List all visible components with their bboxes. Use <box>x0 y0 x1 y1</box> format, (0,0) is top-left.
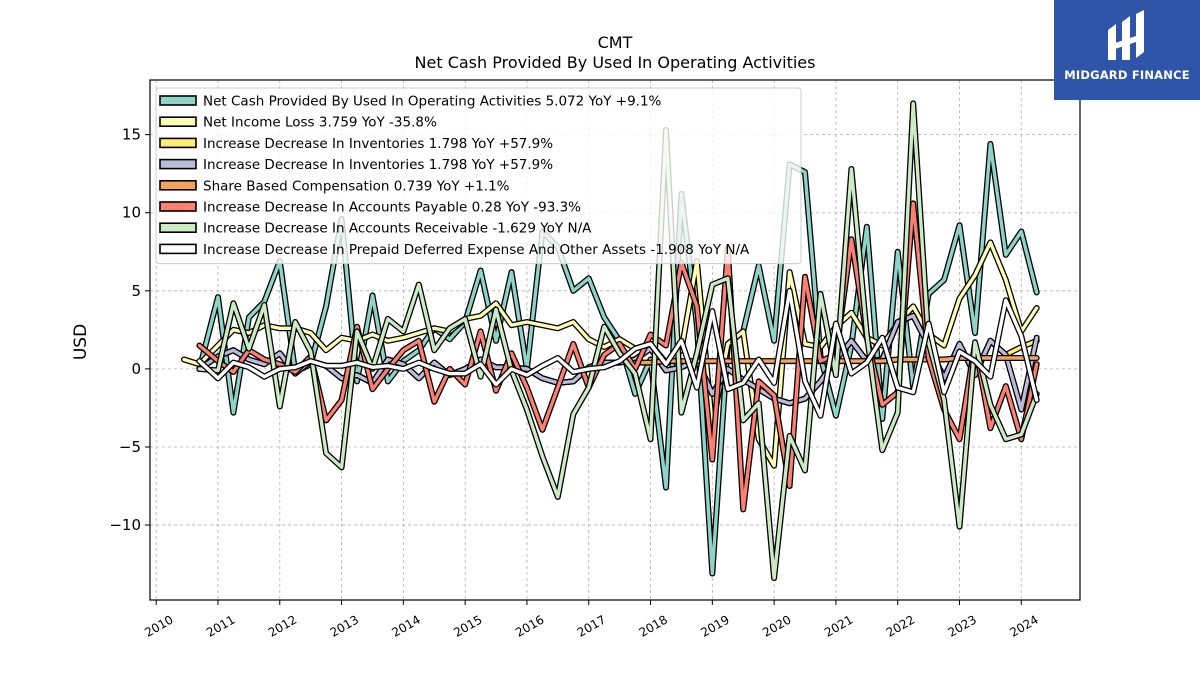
x-tick-label: 2013 <box>328 612 361 639</box>
y-tick-label: −5 <box>119 438 141 456</box>
legend-swatch <box>159 137 197 149</box>
brand-logo: MIDGARD FINANCE <box>1054 0 1200 100</box>
legend-swatch <box>159 222 197 233</box>
chart-title: CMT <box>598 33 633 52</box>
x-tick-label: 2019 <box>698 612 731 639</box>
legend-swatch <box>159 180 197 191</box>
x-tick-label: 2015 <box>451 612 484 639</box>
x-tick-label: 2014 <box>389 612 422 639</box>
legend-label: Increase Decrease In Prepaid Deferred Ex… <box>203 242 750 258</box>
x-tick-label: 2023 <box>946 612 979 639</box>
y-tick-label: 15 <box>122 126 141 144</box>
legend-swatch <box>159 201 197 212</box>
legend-label: Net Income Loss 3.759 YoY -35.8% <box>203 115 437 131</box>
y-axis-label: USD <box>71 324 91 360</box>
series-line <box>197 289 1039 418</box>
x-tick-label: 2010 <box>142 612 175 639</box>
legend-label: Increase Decrease In Inventories 1.798 Y… <box>203 157 553 173</box>
legend-box <box>155 87 802 265</box>
legend-swatch <box>159 116 197 127</box>
legend-label: Increase Decrease In Accounts Payable 0.… <box>203 200 581 216</box>
legend-swatch <box>159 95 197 106</box>
x-tick-label: 2012 <box>266 612 299 639</box>
series-line <box>197 101 1039 580</box>
x-tick-label: 2016 <box>513 612 546 639</box>
x-tick-label: 2020 <box>760 612 793 639</box>
legend: Net Cash Provided By Used In Operating A… <box>155 87 802 265</box>
legend-swatch <box>159 243 197 255</box>
legend-label: Share Based Compensation 0.739 YoY +1.1% <box>203 178 510 194</box>
legend-swatch <box>159 158 197 170</box>
x-tick-label: 2021 <box>822 612 855 639</box>
legend-label: Net Cash Provided By Used In Operating A… <box>203 94 662 110</box>
x-tick-label: 2017 <box>575 612 608 639</box>
y-tick-label: 5 <box>131 282 141 300</box>
x-tick-label: 2022 <box>884 612 917 639</box>
plot-frame <box>149 79 1081 601</box>
brand-mark-icon <box>1108 10 1144 60</box>
brand-name: MIDGARD FINANCE <box>1064 68 1190 82</box>
x-tick-label: 2024 <box>1007 612 1040 639</box>
x-tick-label: 2018 <box>637 612 670 639</box>
legend-label: Increase Decrease In Inventories 1.798 Y… <box>203 136 553 152</box>
chart-subtitle: Net Cash Provided By Used In Operating A… <box>415 53 816 72</box>
y-tick-label: −10 <box>109 516 141 534</box>
x-tick-label: 2011 <box>204 612 237 639</box>
legend-label: Increase Decrease In Accounts Receivable… <box>203 221 592 237</box>
y-tick-label: 10 <box>122 204 141 222</box>
y-tick-label: 0 <box>131 360 141 378</box>
